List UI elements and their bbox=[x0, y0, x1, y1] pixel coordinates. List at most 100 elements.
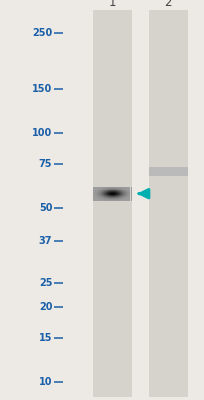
Bar bbox=[119, 199, 120, 200]
Bar bbox=[129, 187, 130, 188]
Bar bbox=[114, 189, 115, 190]
Bar bbox=[100, 189, 101, 190]
Bar bbox=[107, 193, 108, 194]
Bar bbox=[113, 191, 114, 192]
Bar bbox=[118, 196, 119, 197]
Bar bbox=[102, 195, 103, 196]
Bar bbox=[115, 193, 116, 194]
Bar bbox=[104, 187, 105, 188]
Bar bbox=[109, 199, 110, 200]
Bar bbox=[104, 194, 105, 195]
Bar bbox=[120, 197, 121, 198]
Bar bbox=[103, 192, 104, 193]
Bar bbox=[126, 191, 127, 192]
Bar bbox=[114, 193, 115, 194]
Bar bbox=[102, 189, 103, 190]
Bar bbox=[107, 195, 108, 196]
Bar bbox=[119, 190, 120, 191]
Bar bbox=[99, 189, 100, 190]
Bar bbox=[93, 10, 132, 397]
Bar bbox=[129, 189, 130, 190]
Bar bbox=[109, 197, 110, 198]
Bar bbox=[123, 193, 124, 194]
Bar bbox=[121, 196, 122, 197]
Bar bbox=[127, 191, 128, 192]
Bar bbox=[104, 196, 105, 197]
Bar bbox=[121, 199, 122, 200]
Bar bbox=[104, 190, 105, 191]
Bar bbox=[94, 193, 95, 194]
Bar bbox=[130, 197, 131, 198]
Bar bbox=[114, 192, 115, 193]
Bar bbox=[131, 196, 132, 197]
Bar bbox=[116, 187, 117, 188]
Bar bbox=[123, 197, 124, 198]
Bar bbox=[112, 193, 113, 194]
Bar bbox=[131, 199, 132, 200]
Bar bbox=[121, 197, 122, 198]
Bar bbox=[106, 193, 107, 194]
Bar bbox=[111, 196, 112, 197]
Bar bbox=[105, 198, 106, 199]
Bar bbox=[95, 199, 96, 200]
Bar bbox=[124, 196, 125, 197]
Bar bbox=[102, 194, 103, 195]
Bar bbox=[103, 197, 104, 198]
Bar bbox=[126, 196, 127, 197]
Bar bbox=[108, 193, 109, 194]
Bar bbox=[107, 194, 108, 195]
Bar bbox=[123, 192, 124, 193]
Bar bbox=[123, 191, 124, 192]
Bar bbox=[104, 197, 105, 198]
Bar bbox=[115, 198, 116, 199]
Bar bbox=[126, 192, 127, 193]
Bar bbox=[111, 194, 112, 195]
Bar bbox=[118, 190, 119, 191]
Bar bbox=[100, 192, 101, 193]
Bar bbox=[117, 198, 118, 199]
Bar bbox=[129, 191, 130, 192]
Bar bbox=[100, 193, 101, 194]
Bar bbox=[129, 192, 130, 193]
Bar bbox=[110, 194, 111, 195]
Bar bbox=[130, 187, 131, 188]
Bar bbox=[115, 190, 116, 191]
Bar bbox=[110, 198, 111, 199]
Bar bbox=[109, 196, 110, 197]
Bar bbox=[95, 198, 96, 199]
Bar bbox=[121, 187, 122, 188]
Bar bbox=[117, 196, 118, 197]
Bar bbox=[112, 199, 113, 200]
Bar bbox=[115, 196, 116, 197]
Bar bbox=[115, 189, 116, 190]
Bar bbox=[97, 194, 98, 195]
Bar bbox=[129, 197, 130, 198]
Bar bbox=[96, 199, 97, 200]
Bar bbox=[120, 194, 121, 195]
Bar bbox=[126, 195, 127, 196]
Bar bbox=[103, 191, 104, 192]
Bar bbox=[125, 190, 126, 191]
Bar bbox=[131, 189, 132, 190]
Bar bbox=[101, 199, 102, 200]
Bar bbox=[97, 187, 98, 188]
Bar bbox=[108, 187, 109, 188]
Bar bbox=[98, 197, 99, 198]
Bar bbox=[103, 187, 104, 188]
Bar bbox=[107, 190, 108, 191]
Bar bbox=[121, 198, 122, 199]
Bar bbox=[99, 195, 100, 196]
Bar bbox=[113, 194, 114, 195]
Bar bbox=[124, 192, 125, 193]
Bar bbox=[106, 187, 107, 188]
Bar bbox=[116, 192, 117, 193]
Bar bbox=[115, 197, 116, 198]
Bar bbox=[111, 190, 112, 191]
Bar bbox=[130, 195, 131, 196]
Bar bbox=[131, 195, 132, 196]
Text: 75: 75 bbox=[39, 159, 52, 169]
Bar bbox=[112, 197, 113, 198]
Bar bbox=[98, 194, 99, 195]
Bar bbox=[128, 193, 129, 194]
Bar bbox=[125, 187, 126, 188]
